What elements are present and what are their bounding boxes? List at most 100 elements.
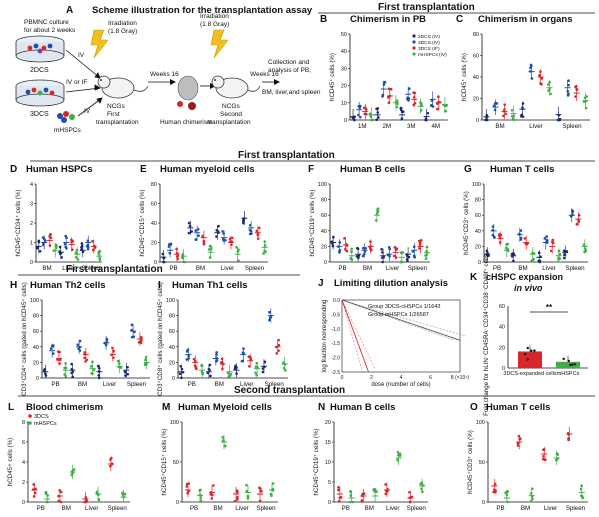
y-tick-label: 0.0 bbox=[333, 298, 340, 304]
data-point bbox=[529, 66, 532, 70]
data-point bbox=[339, 496, 343, 499]
x-tick-label: BM bbox=[363, 265, 372, 272]
data-point bbox=[530, 487, 534, 490]
panel-title: Human Th2 cells bbox=[30, 280, 106, 291]
data-point bbox=[187, 357, 191, 360]
data-point bbox=[512, 118, 516, 122]
data-point bbox=[83, 356, 86, 360]
y-tick-label: 0 bbox=[176, 500, 179, 506]
x-tick-label: Spleen bbox=[565, 265, 585, 272]
donor-mouse-icon bbox=[177, 75, 199, 110]
pbmnc-label-1: PBMNC culture bbox=[24, 19, 69, 26]
data-point bbox=[268, 318, 271, 322]
y-tick-label: 30 bbox=[341, 66, 347, 72]
x-tick-label: PB bbox=[338, 265, 346, 272]
data-point bbox=[209, 374, 212, 378]
y-axis-label: log fraction nonresponding bbox=[321, 299, 328, 372]
weeks16-label-2: Weeks 16 bbox=[250, 71, 279, 78]
data-point bbox=[562, 249, 566, 253]
data-point bbox=[212, 484, 215, 487]
data-point bbox=[565, 249, 568, 253]
data-point bbox=[167, 245, 171, 248]
data-point bbox=[85, 499, 88, 502]
significance-label: ** bbox=[546, 303, 553, 312]
data-point bbox=[575, 223, 579, 226]
y-tick-label: 20 bbox=[325, 420, 331, 426]
data-point bbox=[181, 256, 184, 260]
x-tick-label: PB bbox=[37, 505, 45, 512]
data-point bbox=[180, 367, 184, 371]
data-point bbox=[261, 370, 265, 374]
y-tick-label: 60 bbox=[321, 213, 327, 219]
data-point bbox=[183, 260, 187, 264]
data-point bbox=[63, 366, 66, 370]
legend-label: 3DCS bbox=[34, 414, 49, 420]
data-point bbox=[256, 365, 259, 369]
y-tick-label: 4 bbox=[22, 460, 25, 466]
mhspcs-cells-icon bbox=[57, 111, 75, 123]
x-tick-label: Liver bbox=[103, 381, 116, 388]
data-point bbox=[545, 239, 549, 243]
data-point bbox=[186, 491, 189, 495]
irradiation-1-label: Irradiation bbox=[108, 20, 137, 27]
panel-title: Chimerism in organs bbox=[478, 14, 573, 25]
panel-title: Blood chimerism bbox=[26, 402, 103, 413]
data-point bbox=[573, 363, 576, 366]
weeks16-label-1: Weeks 16 bbox=[150, 71, 179, 78]
y-tick-label: 40 bbox=[341, 49, 347, 55]
bar bbox=[556, 361, 580, 368]
data-point bbox=[123, 492, 127, 496]
y-tick-label: 20 bbox=[151, 241, 157, 247]
data-point bbox=[112, 356, 115, 360]
data-point bbox=[411, 250, 415, 253]
data-point bbox=[401, 251, 405, 254]
data-point bbox=[492, 104, 496, 108]
data-point bbox=[72, 468, 76, 471]
data-point bbox=[64, 245, 67, 249]
first-transplant-label-1: First bbox=[107, 111, 120, 118]
panel-title: Limiting dilution analysis bbox=[334, 278, 448, 289]
section-header-first-mid: First transplantation bbox=[238, 150, 335, 161]
data-point bbox=[358, 104, 362, 108]
panel-letter: O bbox=[470, 402, 478, 413]
data-point bbox=[263, 244, 267, 247]
ci-line bbox=[341, 299, 455, 341]
data-point bbox=[126, 372, 130, 376]
data-point bbox=[405, 258, 409, 261]
data-point bbox=[399, 108, 403, 112]
data-point bbox=[245, 483, 248, 487]
y-tick-label: 50 bbox=[479, 460, 485, 466]
data-point bbox=[116, 359, 120, 363]
y-axis-label: hCD45⁺CD3⁺ cells (%) bbox=[463, 191, 470, 255]
data-point bbox=[226, 371, 230, 375]
y-tick-label: 20 bbox=[499, 345, 505, 351]
x-tick-label: Liver bbox=[544, 505, 557, 512]
data-point bbox=[44, 490, 48, 494]
x-tick-label: mHSPCs bbox=[557, 371, 580, 377]
data-point bbox=[359, 115, 362, 119]
data-point bbox=[139, 341, 143, 344]
x-tick-label: BM bbox=[78, 381, 87, 388]
x-tick-label: Spleen bbox=[256, 505, 276, 512]
ncgs-1-label: NCGs bbox=[107, 103, 125, 110]
data-point bbox=[257, 226, 261, 230]
data-point bbox=[384, 483, 387, 486]
x-tick-label: Spleen bbox=[108, 505, 128, 512]
data-point bbox=[530, 77, 534, 80]
y-tick-label: 60 bbox=[33, 329, 39, 335]
data-point bbox=[57, 499, 60, 503]
data-point bbox=[519, 437, 522, 440]
x-tick-label: Liver bbox=[542, 265, 555, 272]
y-axis-label: hCD45⁺ cells (%) bbox=[461, 53, 468, 101]
data-point bbox=[236, 490, 239, 494]
data-point bbox=[544, 458, 547, 462]
data-point bbox=[260, 489, 263, 493]
legend-marker bbox=[412, 40, 416, 44]
data-point bbox=[360, 499, 364, 502]
y-axis-label: Fold change for hLIN⁻CD45RA⁻CD34⁺CD38⁻CD… bbox=[483, 254, 490, 416]
y-tick-label: 20 bbox=[321, 244, 327, 250]
data-point bbox=[343, 236, 346, 240]
y-tick-label: 0 bbox=[172, 376, 175, 382]
data-point bbox=[567, 438, 571, 442]
